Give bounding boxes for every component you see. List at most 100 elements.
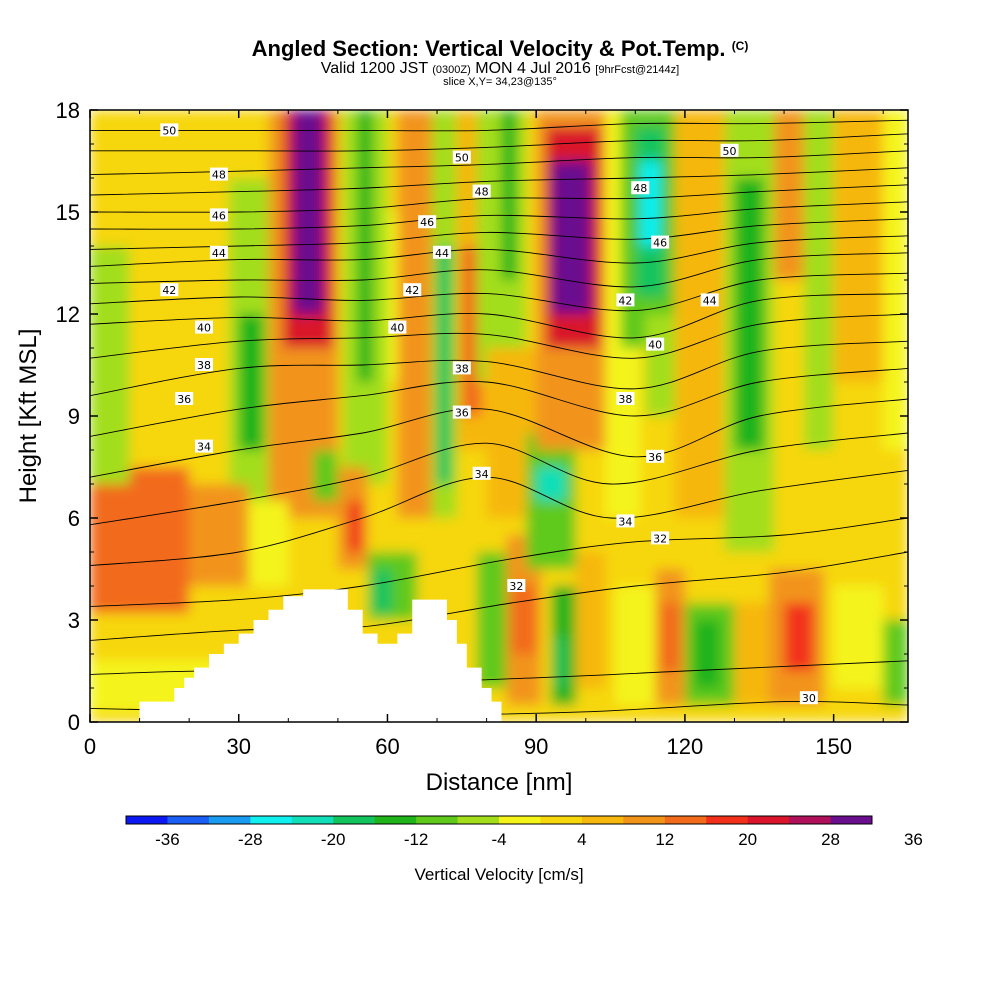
velocity-cell-12 (357, 110, 373, 382)
velocity-cell-49 (833, 110, 884, 382)
velocity-cell-16 (313, 450, 338, 501)
colorbar-swatch-16 (789, 816, 832, 824)
slice-label: slice X,Y= 34,23@135° (443, 76, 557, 88)
svg-text:48: 48 (633, 182, 647, 195)
theta-label-20: 48 (631, 181, 650, 195)
isentrope-49 (90, 133, 908, 152)
isentrope-48 (90, 150, 908, 176)
colorbar-tick-5: 4 (577, 830, 586, 849)
colorbar-swatch-7 (416, 816, 459, 824)
isentrope-35 (90, 432, 908, 526)
x-tick-label-0: 0 (84, 734, 96, 759)
colorbar-swatch-0 (126, 816, 168, 824)
x-tick-label-60: 60 (375, 734, 399, 759)
theta-label-10: 44 (432, 245, 451, 260)
velocity-cell-27 (476, 552, 507, 688)
colorbar-swatch-12 (623, 816, 666, 824)
svg-text:46: 46 (420, 216, 434, 229)
theta-label-0: 50 (160, 123, 179, 137)
colorbar-tick-1: -28 (238, 830, 263, 849)
velocity-cell-15 (347, 501, 363, 552)
svg-text:44: 44 (212, 247, 226, 260)
velocity-cell-51 (615, 586, 656, 705)
velocity-cell-10 (303, 110, 319, 212)
colorbar-tick-2: -20 (321, 830, 346, 849)
y-axis-label: Height [Kft MSL] (15, 329, 42, 504)
colorbar-swatch-9 (499, 816, 541, 824)
svg-text:32: 32 (653, 532, 667, 545)
isentrope-38 (90, 340, 908, 397)
isentrope-40 (90, 293, 908, 339)
svg-text:42: 42 (162, 284, 176, 297)
colorbar-swatch-11 (581, 816, 624, 824)
colorbar-swatch-5 (333, 816, 376, 824)
theta-label-18: 32 (507, 579, 526, 593)
svg-text:42: 42 (405, 284, 419, 297)
svg-text:40: 40 (648, 339, 662, 352)
colorbar-frame (125, 815, 873, 825)
theta-label-27: 34 (616, 514, 635, 528)
colorbar-label: Vertical Velocity [cm/s] (414, 865, 583, 884)
y-tick-label-0: 0 (68, 710, 80, 735)
terrain-mask (139, 589, 502, 722)
svg-text:48: 48 (475, 186, 489, 199)
colorbar-swatch-2 (208, 816, 251, 824)
theta-label-25: 38 (616, 392, 635, 406)
theta-label-4: 42 (160, 283, 179, 297)
svg-text:36: 36 (455, 407, 469, 420)
theta-label-22: 44 (700, 293, 719, 307)
isentrope-44 (90, 218, 908, 250)
velocity-cell-58 (784, 603, 814, 671)
theta-label-19: 50 (720, 143, 739, 158)
theta-label-7: 36 (175, 392, 194, 406)
velocity-cell-42 (640, 161, 661, 246)
svg-text:50: 50 (455, 152, 469, 165)
velocity-cell-44 (674, 110, 725, 518)
isentrope-32 (90, 551, 908, 641)
svg-text:40: 40 (390, 322, 404, 335)
svg-text:40: 40 (197, 322, 211, 335)
colorbar-swatch-14 (706, 816, 749, 824)
colorbar-swatch-1 (167, 816, 210, 824)
velocity-cell-56 (734, 603, 770, 705)
velocity-cell-60 (883, 620, 908, 705)
isentrope-36 (90, 398, 908, 478)
x-tick-label-30: 30 (226, 734, 250, 759)
contour-labels: 50 48 46 44 42 40 38 36 34 46 44 42 40 50 48 38 36 34 32 50… (160, 123, 818, 705)
isentrope-50 (90, 119, 908, 132)
colorbar-tick-3: -12 (404, 830, 429, 849)
x-axis-label: Distance [nm] (426, 769, 573, 796)
theta-label-5: 40 (195, 320, 214, 335)
velocity-cell-26 (372, 569, 393, 614)
isentrope-37 (90, 367, 908, 437)
theta-label-13: 50 (452, 150, 471, 165)
colorbar-swatch-8 (457, 816, 500, 824)
velocity-cell-59 (833, 586, 884, 688)
isentrope-47 (90, 167, 908, 196)
colorbar-swatch-10 (540, 816, 583, 824)
chart-title: Angled Section: Vertical Velocity & Pot.… (0, 36, 1000, 62)
colorbar-swatch-17 (830, 816, 873, 824)
theta-label-17: 34 (472, 466, 491, 481)
colorbar-swatch-6 (374, 816, 417, 824)
colorbar-tick-6: 12 (655, 830, 674, 849)
velocity-cell-47 (774, 110, 804, 280)
theta-label-29: 30 (799, 691, 818, 705)
theta-label-2: 46 (209, 208, 228, 222)
velocity-cell-1 (90, 467, 190, 614)
theta-label-3: 44 (209, 245, 228, 260)
velocity-cell-23 (501, 110, 517, 280)
velocity-cell-31 (556, 637, 566, 688)
velocity-cell-34 (575, 552, 606, 688)
velocity-cell-3 (90, 246, 130, 484)
svg-text:50: 50 (162, 124, 176, 137)
svg-text:34: 34 (618, 515, 632, 528)
subtitle-forecast: [9hrFcst@2144z] (595, 64, 680, 76)
velocity-cell-17 (397, 110, 433, 518)
svg-text:38: 38 (197, 359, 211, 372)
theta-label-9: 46 (418, 215, 437, 229)
theta-label-15: 38 (452, 361, 471, 375)
svg-text:34: 34 (475, 468, 489, 481)
velocity-cell-53 (660, 603, 680, 671)
